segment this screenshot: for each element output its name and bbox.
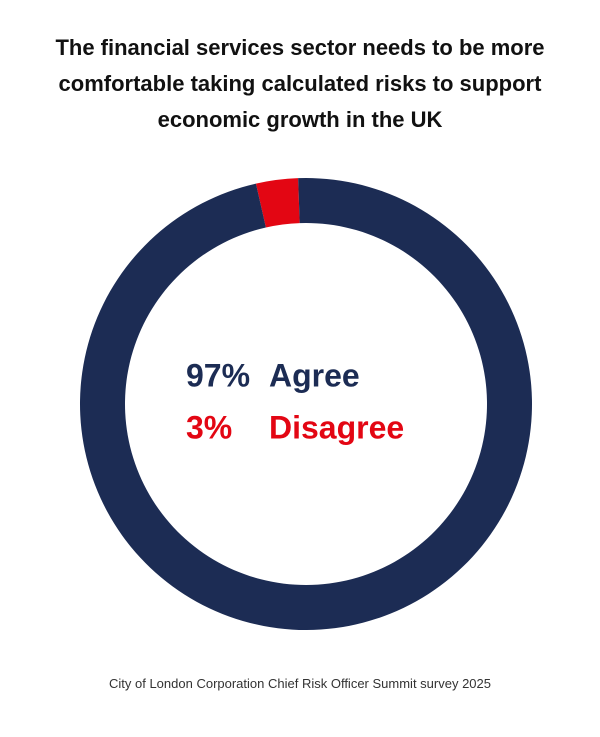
chart-title: The financial services sector needs to b… <box>55 35 545 132</box>
category-label: Agree <box>269 357 360 393</box>
value-label: 3% <box>186 409 232 445</box>
donut-segment <box>79 178 532 630</box>
category-label: Disagree <box>269 409 404 445</box>
donut-segment <box>255 178 300 228</box>
value-label: 97% <box>186 357 250 393</box>
source-note: City of London Corporation Chief Risk Of… <box>109 676 491 691</box>
